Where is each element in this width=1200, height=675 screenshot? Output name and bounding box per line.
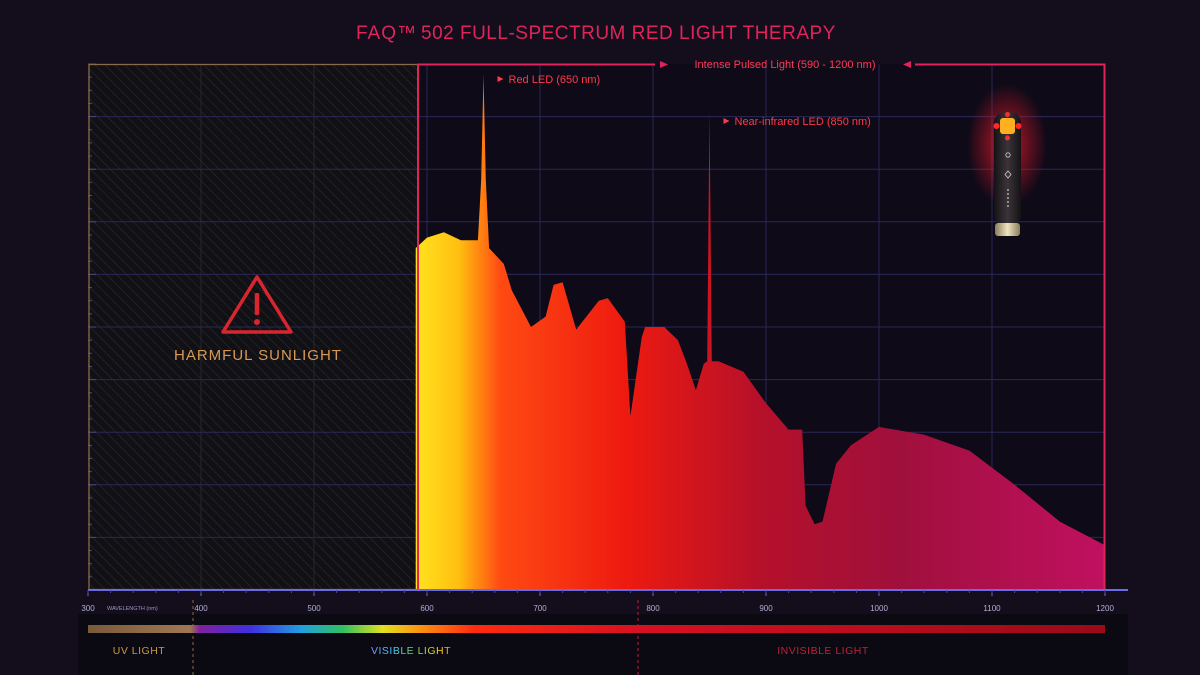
x-tick-label: 600 — [420, 604, 434, 613]
peak-label: Red LED (650 nm) — [509, 74, 601, 86]
warning-triangle-icon — [221, 275, 293, 334]
x-axis-ticks: 300 400 500 600 700 800 900 1000 1100 1200 — [81, 590, 1114, 613]
peak-label: Near-infrared LED (850 nm) — [735, 116, 871, 128]
x-tick-label: 500 — [307, 604, 321, 613]
peak-annotations: Red LED (650 nm) Near-infrared LED (850 n… — [497, 74, 871, 128]
ipl-arrow-right — [903, 61, 911, 68]
x-tick-label: 300 — [81, 604, 95, 613]
harmful-sunlight-label: HARMFUL SUNLIGHT — [174, 347, 342, 364]
ipl-label: Intense Pulsed Light (590 - 1200 nm) — [694, 59, 875, 71]
band-label-uv: UV LIGHT — [113, 645, 166, 657]
x-tick-label: 1200 — [1096, 604, 1114, 613]
ipl-frame — [417, 63, 1106, 590]
brand-logo: FAQ™ — [356, 23, 417, 44]
bottom-panel — [78, 614, 1128, 675]
page-title: 502 FULL-SPECTRUM RED LIGHT THERAPY — [421, 23, 836, 44]
x-tick-label: 900 — [759, 604, 773, 613]
x-tick-label: 700 — [533, 604, 547, 613]
light-therapy-wand-icon — [967, 83, 1047, 236]
x-tick-label: 800 — [646, 604, 660, 613]
x-tick-label: 1100 — [983, 604, 1001, 613]
spectrum-area — [415, 74, 1105, 590]
spectrum-bar — [88, 625, 1105, 633]
peak-marker-icon — [723, 118, 730, 124]
peak-marker-icon — [497, 76, 504, 82]
ipl-arrow-left — [660, 61, 668, 68]
x-tick-label: 1000 — [870, 604, 888, 613]
x-tick-label: 400 — [194, 604, 208, 613]
x-axis-label: WAVELENGTH (nm) — [107, 606, 158, 612]
band-label-visible: VISIBLE LIGHT — [371, 645, 451, 657]
band-label-invisible: INVISIBLE LIGHT — [777, 645, 869, 657]
